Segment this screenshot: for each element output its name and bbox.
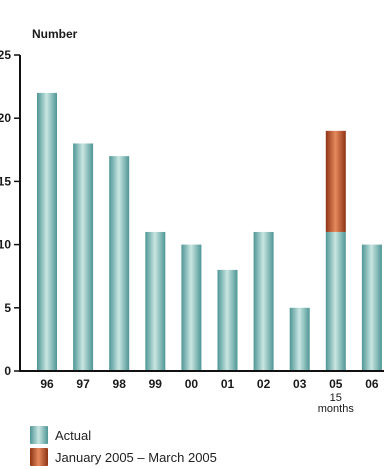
bar-actual-05 — [325, 231, 346, 371]
x-tick-sublabel: 15 — [330, 392, 342, 404]
x-tick-label: 97 — [76, 377, 90, 391]
x-tick-label: 98 — [113, 377, 127, 391]
bar-actual-97 — [73, 143, 94, 371]
legend-item-actual: Actual — [30, 424, 217, 446]
y-axis-label: Number — [32, 27, 78, 41]
legend-swatch-period — [30, 448, 48, 466]
x-tick-label: 02 — [257, 377, 271, 391]
y-tick-label: 20 — [0, 111, 11, 125]
x-tick-label: 05 — [329, 377, 343, 391]
bar-actual-03 — [289, 307, 310, 371]
y-tick-label: 0 — [4, 364, 11, 378]
bar-actual-02 — [253, 231, 274, 371]
x-tick-sublabel: months — [318, 403, 355, 415]
legend-swatch-actual — [30, 426, 48, 444]
bar-actual-99 — [145, 231, 166, 371]
y-tick-label: 5 — [4, 301, 11, 315]
bar-actual-98 — [109, 156, 130, 371]
legend-label-period: January 2005 – March 2005 — [55, 449, 217, 465]
x-tick-label: 03 — [293, 377, 307, 391]
bar-actual-01 — [217, 269, 238, 371]
bar-actual-06 — [361, 244, 382, 371]
bar-actual-96 — [37, 92, 57, 372]
x-tick-label: 96 — [40, 377, 54, 391]
bar-jan-mar-2005-05 — [325, 130, 346, 232]
y-tick-label: 25 — [0, 48, 11, 62]
legend-item-period: January 2005 – March 2005 — [30, 446, 217, 468]
y-tick-label: 10 — [0, 238, 11, 252]
legend-label-actual: Actual — [55, 427, 92, 443]
chart-legend: Actual January 2005 – March 2005 — [30, 424, 217, 468]
y-tick-label: 15 — [0, 174, 11, 188]
x-tick-label: 99 — [149, 377, 163, 391]
x-tick-label: 01 — [221, 377, 235, 391]
x-tick-label: 00 — [185, 377, 199, 391]
x-tick-label: 06 — [365, 377, 379, 391]
bar-actual-00 — [181, 244, 202, 371]
